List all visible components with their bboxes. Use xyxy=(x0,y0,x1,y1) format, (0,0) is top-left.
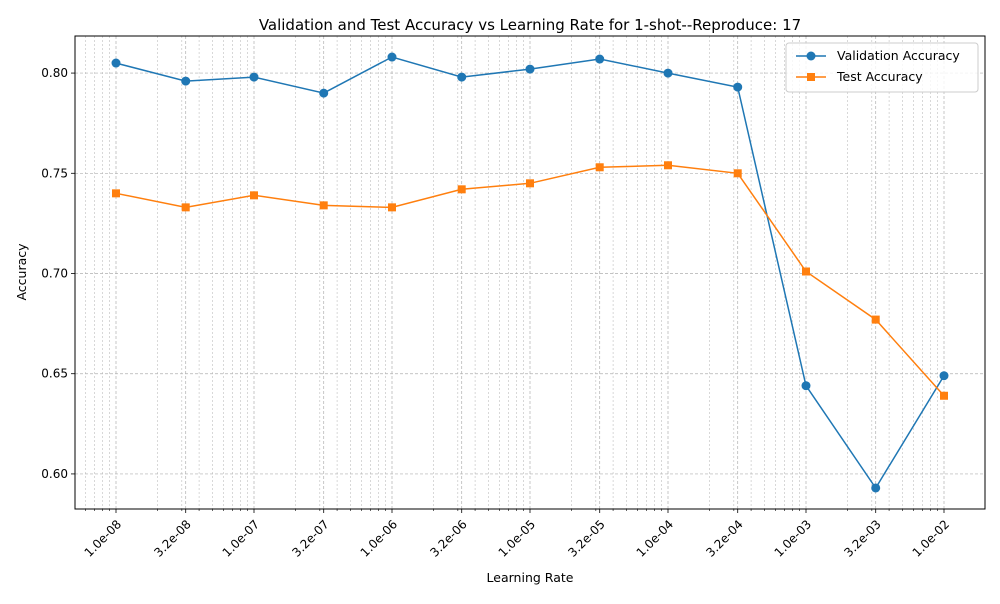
data-point-validation xyxy=(663,68,673,78)
data-point-test xyxy=(802,267,810,276)
data-point-validation xyxy=(181,76,191,86)
data-point-validation xyxy=(939,371,949,381)
data-point-validation xyxy=(525,64,535,74)
data-point-validation xyxy=(457,72,467,82)
y-tick-label: 0.75 xyxy=(41,166,68,180)
chart-title: Validation and Test Accuracy vs Learning… xyxy=(259,16,801,34)
y-tick-label: 0.60 xyxy=(41,467,68,481)
y-axis-label: Accuracy xyxy=(14,243,29,301)
legend-box xyxy=(785,42,979,93)
data-point-test xyxy=(250,191,258,200)
data-point-validation xyxy=(111,58,121,68)
y-tick-label: 0.80 xyxy=(41,66,68,80)
data-point-test xyxy=(733,169,742,178)
data-point-test xyxy=(940,391,948,400)
data-point-test xyxy=(112,189,120,198)
series-layer xyxy=(111,52,949,493)
legend-marker-validation xyxy=(806,51,816,61)
data-point-test xyxy=(526,179,534,188)
data-point-test xyxy=(595,163,604,172)
y-tick-label: 0.65 xyxy=(41,367,68,381)
x-axis-label: Learning Rate xyxy=(487,570,574,585)
data-point-validation xyxy=(871,483,881,493)
data-point-test xyxy=(871,315,880,324)
data-point-test xyxy=(388,203,396,212)
data-point-validation xyxy=(595,54,605,64)
data-point-validation xyxy=(733,82,743,92)
data-point-validation xyxy=(319,88,329,98)
grid xyxy=(75,36,985,509)
legend: Validation Accuracy Test Accuracy xyxy=(785,42,979,93)
y-tick-label: 0.70 xyxy=(41,267,68,281)
data-point-validation xyxy=(387,52,397,62)
data-point-validation xyxy=(249,72,259,82)
data-point-test xyxy=(319,201,328,210)
legend-label-test: Test Accuracy xyxy=(836,69,923,84)
data-point-test xyxy=(664,161,672,170)
data-point-test xyxy=(181,203,190,212)
legend-marker-test xyxy=(807,73,815,81)
legend-label-validation: Validation Accuracy xyxy=(837,48,960,63)
data-point-test xyxy=(457,185,466,194)
data-point-validation xyxy=(801,381,811,391)
